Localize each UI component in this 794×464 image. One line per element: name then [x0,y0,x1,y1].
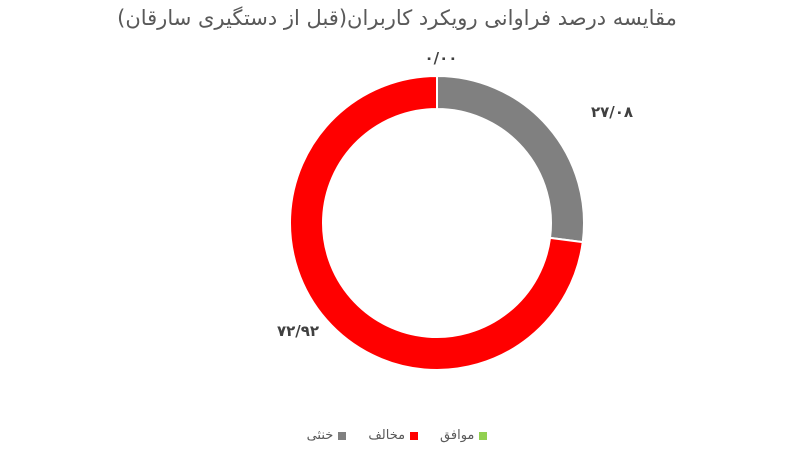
legend-swatch-0 [479,431,488,440]
data-label-1: ۷۲/۹۲ [277,322,319,340]
legend-label-1: مخالف [368,428,406,443]
legend-label-2: خنثی [306,428,334,443]
data-label-2: ۲۷/۰۸ [591,103,633,121]
legend-swatch-2 [338,431,347,440]
legend-item-0: موافق [440,428,488,443]
donut-slice-2 [436,74,585,244]
legend-item-1: مخالف [368,428,419,443]
donut-slice-1 [289,74,584,371]
chart-title: مقایسه درصد فراوانی رویکرد کاربران(قبل ا… [117,6,677,30]
legend-label-0: موافق [440,428,475,443]
legend-item-2: خنثی [307,428,347,443]
chart-legend: موافق مخالف خنثی [0,428,794,443]
data-label-0: ۰/۰۰ [425,49,458,67]
legend-swatch-1 [410,431,419,440]
